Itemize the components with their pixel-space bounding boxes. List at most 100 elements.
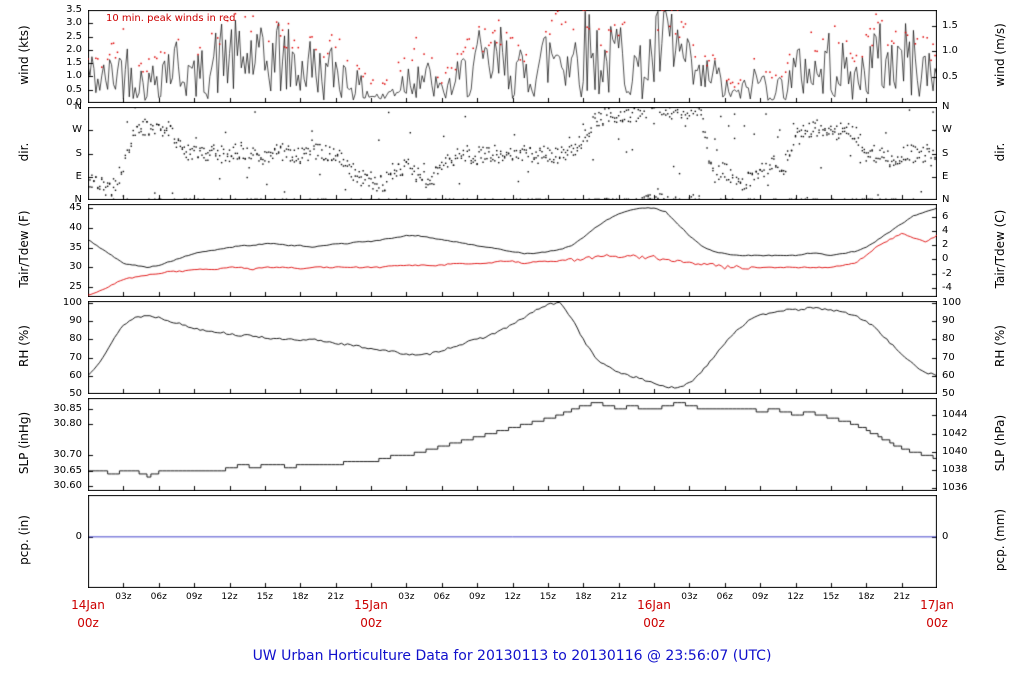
x-day-label-date: 16Jan xyxy=(637,598,671,612)
y-tick-label-left: 30.60 xyxy=(53,480,82,492)
wind-direction-canvas xyxy=(88,107,937,200)
x-hour-tick-label: 21z xyxy=(327,592,344,602)
y-tick-label-left: 0 xyxy=(75,530,82,542)
y-tick-label-right: N xyxy=(942,101,950,112)
y-tick-label-left: N xyxy=(74,194,82,205)
y-tick-label-left: 60 xyxy=(69,369,82,381)
pressure-panel xyxy=(88,398,937,491)
x-hour-tick-label: 15z xyxy=(256,592,273,602)
y-tick-label-left: 30.85 xyxy=(53,402,82,414)
x-hour-tick-label: 09z xyxy=(469,592,486,602)
y-tick-label-right: 4 xyxy=(942,224,949,236)
x-hour-tick-label: 18z xyxy=(858,592,875,602)
pressure-canvas xyxy=(88,398,937,491)
x-hour-tick-label: 21z xyxy=(893,592,910,602)
y-tick-label-left: 45 xyxy=(69,201,82,213)
y-tick-label-left: 30.70 xyxy=(53,449,82,461)
y-tick-label-left: 100 xyxy=(62,296,82,308)
x-day-label-date: 17Jan xyxy=(920,598,954,612)
y-tick-label-right: 0.5 xyxy=(942,71,958,83)
x-day-label-time: 00z xyxy=(360,616,382,630)
x-hour-tick-label: 21z xyxy=(610,592,627,602)
humidity-canvas xyxy=(88,301,937,394)
x-hour-tick-label: 03z xyxy=(115,592,132,602)
y-tick-label-left: 1.0 xyxy=(66,70,82,82)
y-tick-label-right: 80 xyxy=(942,333,955,345)
peak-wind-annotation: 10 min. peak winds in red xyxy=(106,13,236,24)
y-tick-label-right: 2 xyxy=(942,239,949,251)
x-hour-tick-label: 18z xyxy=(292,592,309,602)
precip-panel xyxy=(88,495,937,588)
y-tick-label-right: 6 xyxy=(942,210,949,222)
y-tick-label-left: 2.0 xyxy=(66,43,82,55)
y-tick-label-left: E xyxy=(75,170,82,182)
y-tick-label-right: 0 xyxy=(942,253,949,265)
x-hour-tick-label: 03z xyxy=(398,592,415,602)
y-tick-label-right: 60 xyxy=(942,369,955,381)
y-tick-label-left: 35 xyxy=(69,241,82,253)
x-hour-tick-label: 09z xyxy=(186,592,203,602)
y-tick-label-left: 40 xyxy=(69,221,82,233)
precip-canvas xyxy=(88,495,937,588)
humidity-panel xyxy=(88,301,937,394)
y-tick-label-left: 25 xyxy=(69,281,82,293)
wind-direction-panel xyxy=(88,107,937,200)
figure-title: UW Urban Horticulture Data for 20130113 … xyxy=(252,648,772,664)
x-hour-tick-label: 15z xyxy=(539,592,556,602)
y-tick-label-right: -2 xyxy=(942,267,952,279)
y-tick-label-right: 1036 xyxy=(942,482,968,494)
y-tick-label-right: 1040 xyxy=(942,445,968,457)
y-tick-label-right: 1.5 xyxy=(942,19,958,31)
x-hour-tick-label: 12z xyxy=(504,592,521,602)
y-tick-label-left: W xyxy=(72,124,82,136)
y-tick-label-left: 30.80 xyxy=(53,418,82,430)
x-day-label-date: 14Jan xyxy=(71,598,105,612)
y-tick-label-left: 0.0 xyxy=(66,97,82,108)
y-tick-label-right: E xyxy=(942,170,949,182)
x-day-label-time: 00z xyxy=(926,616,948,630)
y-tick-label-right: 0 xyxy=(942,530,949,542)
y-tick-label-left: 2.5 xyxy=(66,30,82,42)
x-hour-tick-label: 06z xyxy=(716,592,733,602)
wind-canvas xyxy=(88,10,937,103)
y-tick-label-left: 90 xyxy=(69,315,82,327)
x-hour-tick-label: 06z xyxy=(150,592,167,602)
y-tick-label-right: 100 xyxy=(942,296,962,308)
y-tick-label-left: 80 xyxy=(69,333,82,345)
y-tick-label-right: 50 xyxy=(942,388,955,399)
x-hour-tick-label: 09z xyxy=(752,592,769,602)
y-tick-label-left: N xyxy=(74,101,82,112)
x-hour-tick-label: 18z xyxy=(575,592,592,602)
y-tick-label-right: 1.0 xyxy=(942,45,958,57)
y-tick-label-right: N xyxy=(942,194,950,205)
x-day-label-time: 00z xyxy=(643,616,665,630)
y-tick-label-left: 30.65 xyxy=(53,464,82,476)
x-hour-tick-label: 12z xyxy=(787,592,804,602)
y-tick-label-left: 50 xyxy=(69,388,82,399)
y-tick-label-right: -4 xyxy=(942,281,952,293)
y-tick-label-right: 90 xyxy=(942,315,955,327)
temperature-panel xyxy=(88,204,937,297)
y-tick-label-left: S xyxy=(75,147,82,159)
wind-panel xyxy=(88,10,937,103)
temperature-canvas xyxy=(88,204,937,297)
y-tick-label-right: 70 xyxy=(942,351,955,363)
x-hour-tick-label: 06z xyxy=(433,592,450,602)
y-tick-label-left: 70 xyxy=(69,351,82,363)
x-day-label-date: 15Jan xyxy=(354,598,388,612)
y-tick-label-right: 1042 xyxy=(942,427,968,439)
y-tick-label-right: 1038 xyxy=(942,464,968,476)
x-hour-tick-label: 15z xyxy=(822,592,839,602)
y-tick-label-right: W xyxy=(942,124,952,136)
x-hour-tick-label: 12z xyxy=(221,592,238,602)
y-tick-label-right: S xyxy=(942,147,949,159)
y-tick-label-left: 30 xyxy=(69,261,82,273)
x-hour-tick-label: 03z xyxy=(681,592,698,602)
y-tick-label-left: 0.5 xyxy=(66,83,82,95)
y-tick-label-left: 3.0 xyxy=(66,17,82,29)
y-tick-label-left: 1.5 xyxy=(66,57,82,69)
y-tick-label-right: 1044 xyxy=(942,409,968,421)
x-day-label-time: 00z xyxy=(77,616,99,630)
y-tick-label-left: 3.5 xyxy=(66,4,82,15)
